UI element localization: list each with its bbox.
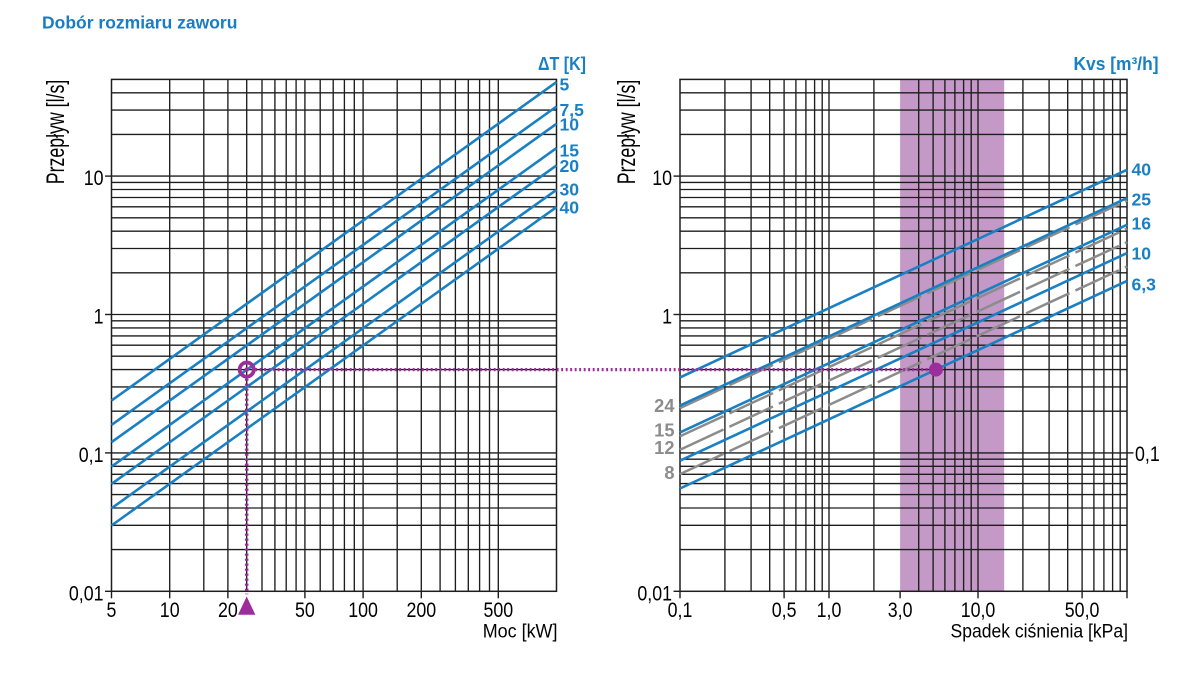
svg-text:15: 15 xyxy=(560,140,580,160)
svg-text:50,0: 50,0 xyxy=(1065,597,1100,622)
svg-text:40: 40 xyxy=(1132,160,1152,180)
svg-text:10,0: 10,0 xyxy=(961,597,996,622)
svg-text:Moc [kW]: Moc [kW] xyxy=(483,621,558,643)
svg-text:6,3: 6,3 xyxy=(1132,275,1157,295)
svg-text:15: 15 xyxy=(654,419,674,440)
svg-text:0,01: 0,01 xyxy=(637,580,672,605)
svg-text:16: 16 xyxy=(1132,214,1152,234)
svg-text:0,1: 0,1 xyxy=(668,597,693,622)
svg-text:Dobór rozmiaru zaworu: Dobór rozmiaru zaworu xyxy=(42,13,237,33)
svg-text:Spadek ciśnienia [kPa]: Spadek ciśnienia [kPa] xyxy=(951,621,1129,643)
svg-text:50: 50 xyxy=(295,597,315,622)
svg-text:40: 40 xyxy=(560,198,580,218)
svg-text:0,1: 0,1 xyxy=(1135,441,1160,466)
svg-text:8: 8 xyxy=(664,462,674,483)
svg-text:20: 20 xyxy=(560,156,580,176)
svg-text:0,5: 0,5 xyxy=(772,597,797,622)
svg-text:10: 10 xyxy=(560,114,580,134)
svg-text:1: 1 xyxy=(94,304,104,329)
svg-text:10: 10 xyxy=(160,597,180,622)
svg-text:24: 24 xyxy=(654,395,675,416)
svg-text:5: 5 xyxy=(107,597,117,622)
svg-text:30: 30 xyxy=(560,180,580,200)
svg-text:100: 100 xyxy=(348,597,378,622)
svg-text:Przepływ [l/s]: Przepływ [l/s] xyxy=(613,80,641,185)
svg-text:Przepływ [l/s]: Przepływ [l/s] xyxy=(42,80,70,185)
svg-text:Kvs [m³/h]: Kvs [m³/h] xyxy=(1074,53,1159,74)
svg-text:0,1: 0,1 xyxy=(79,442,104,467)
svg-text:1: 1 xyxy=(662,304,672,329)
svg-text:10: 10 xyxy=(652,165,672,190)
svg-text:0,01: 0,01 xyxy=(69,580,104,605)
svg-text:20: 20 xyxy=(218,597,238,622)
svg-text:10: 10 xyxy=(84,165,104,190)
svg-text:200: 200 xyxy=(406,597,436,622)
svg-text:12: 12 xyxy=(654,437,674,458)
svg-text:25: 25 xyxy=(1132,190,1152,210)
svg-text:3,0: 3,0 xyxy=(888,597,913,622)
svg-text:7,5: 7,5 xyxy=(560,100,585,120)
svg-text:ΔT [K]: ΔT [K] xyxy=(538,53,586,74)
svg-text:10: 10 xyxy=(1132,244,1152,264)
svg-text:500: 500 xyxy=(483,597,513,622)
svg-text:5: 5 xyxy=(560,75,570,95)
svg-text:1,0: 1,0 xyxy=(817,597,842,622)
